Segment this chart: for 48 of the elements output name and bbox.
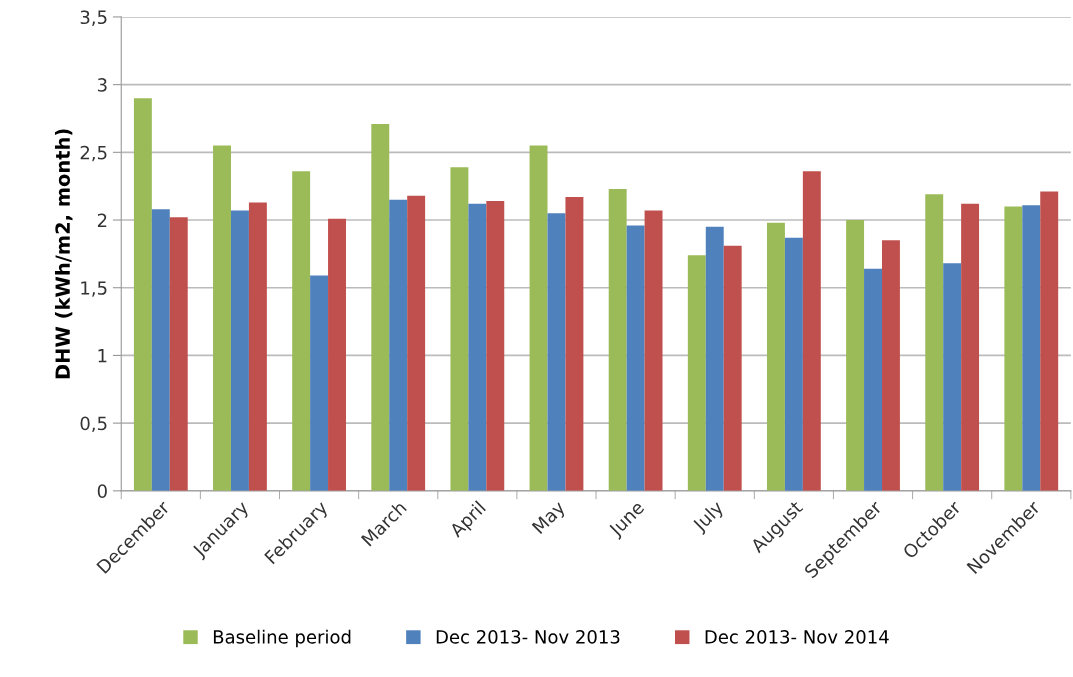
legend-label: Baseline period xyxy=(213,629,351,648)
bar xyxy=(705,226,724,491)
bar xyxy=(547,213,566,491)
bar xyxy=(292,171,311,491)
bar xyxy=(328,218,346,491)
y-tick-label: 1 xyxy=(98,349,107,363)
legend-label: Dec 2013- Nov 2013 xyxy=(436,630,620,644)
bar xyxy=(846,220,865,491)
bar xyxy=(450,167,469,491)
bar xyxy=(1004,206,1023,491)
bar xyxy=(766,222,785,491)
y-tick-label: 2 xyxy=(97,213,107,227)
bar xyxy=(151,209,170,491)
bar xyxy=(925,194,944,491)
bar xyxy=(169,217,188,491)
bar xyxy=(133,98,152,491)
y-tick-label: 3 xyxy=(97,78,107,92)
y-axis-title: DHW (kWh/m2, month) xyxy=(54,129,73,379)
bar xyxy=(468,203,487,491)
bar xyxy=(784,237,803,491)
bar xyxy=(608,188,627,491)
bar xyxy=(310,275,329,491)
y-tick-label: 2,5 xyxy=(80,145,107,162)
bar xyxy=(961,203,980,491)
bar xyxy=(248,202,267,491)
y-tick-label: 0,5 xyxy=(80,416,107,433)
bar xyxy=(626,225,645,491)
y-tick-label: 3,5 xyxy=(80,10,107,26)
bar xyxy=(881,240,900,491)
bar xyxy=(1040,191,1059,491)
bar xyxy=(687,255,706,491)
bar xyxy=(371,123,390,491)
bar xyxy=(802,171,821,491)
bar xyxy=(486,201,505,491)
y-tick-label: 0 xyxy=(97,484,107,498)
bar xyxy=(1022,205,1041,491)
y-tick-label: 1,5 xyxy=(81,281,107,297)
bar xyxy=(644,210,663,491)
bar xyxy=(565,197,584,491)
legend-label: Dec 2013- Nov 2014 xyxy=(705,630,889,644)
bar xyxy=(230,210,249,491)
bar xyxy=(407,195,426,491)
bar xyxy=(529,145,548,491)
bar xyxy=(723,245,742,491)
bar xyxy=(864,268,882,491)
bar xyxy=(213,145,231,491)
bar xyxy=(389,199,408,491)
bar xyxy=(943,263,962,491)
